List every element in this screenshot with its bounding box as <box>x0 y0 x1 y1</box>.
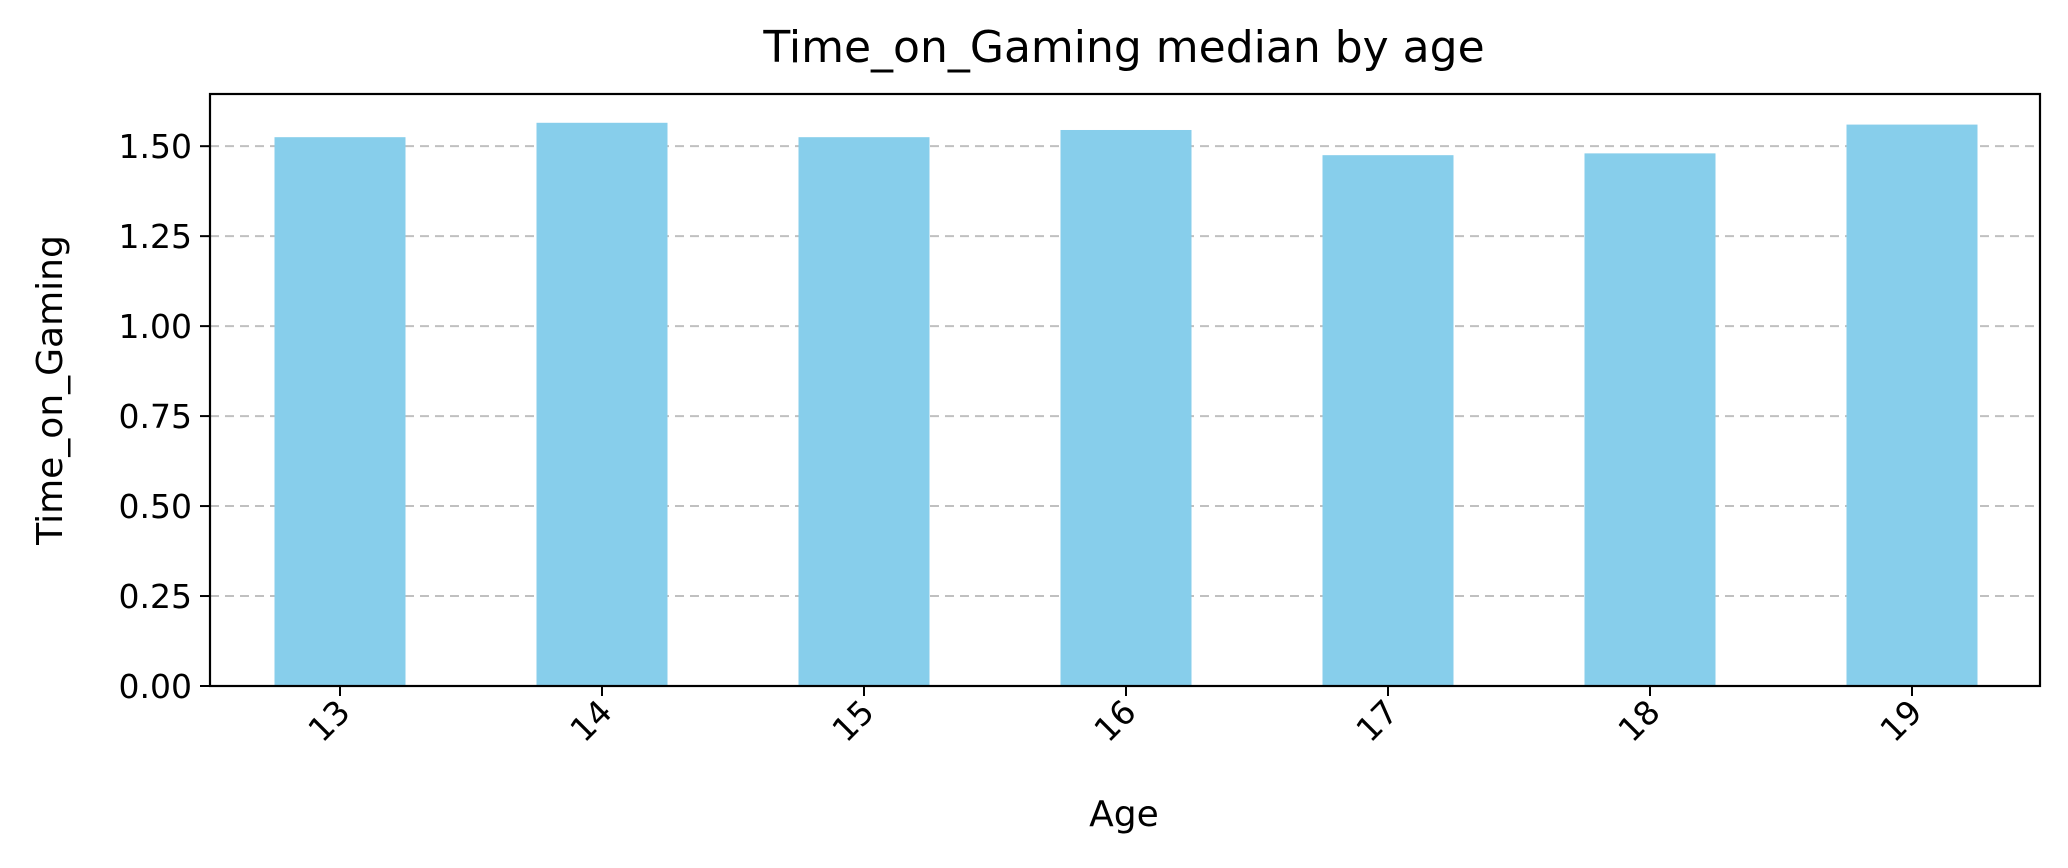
y-axis-label: Time_on_Gaming <box>30 235 71 546</box>
x-tick-label: 13 <box>300 692 357 749</box>
x-tick-label: 17 <box>1348 692 1405 749</box>
x-tick-label: 16 <box>1086 692 1143 749</box>
x-tick-label: 19 <box>1872 692 1929 749</box>
y-tick-label: 0.25 <box>119 577 192 616</box>
bar-15 <box>798 137 930 686</box>
x-tick-label: 15 <box>824 692 881 749</box>
x-axis-ticks: 13 14 15 16 17 18 19 <box>300 686 1930 749</box>
bar-18 <box>1584 153 1716 686</box>
y-tick-label: 0.75 <box>119 397 192 436</box>
bar-16 <box>1060 129 1192 686</box>
y-tick-label: 0.50 <box>119 487 192 526</box>
x-tick-label: 18 <box>1610 692 1667 749</box>
y-tick-label: 0.00 <box>119 667 192 706</box>
bar-14 <box>536 122 668 686</box>
x-axis-label: Age <box>1089 794 1159 835</box>
y-axis-ticks: 0.00 0.25 0.50 0.75 1.00 1.25 1.50 <box>119 127 210 706</box>
bar-13 <box>274 137 406 686</box>
chart-title: Time_on_Gaming median by age <box>762 22 1484 73</box>
x-tick-label: 14 <box>562 692 619 749</box>
bars <box>274 122 1978 687</box>
bar-19 <box>1846 124 1978 687</box>
y-tick-label: 1.00 <box>119 307 192 346</box>
y-tick-label: 1.25 <box>119 217 192 256</box>
bar-17 <box>1322 155 1454 687</box>
y-tick-label: 1.50 <box>119 127 192 166</box>
